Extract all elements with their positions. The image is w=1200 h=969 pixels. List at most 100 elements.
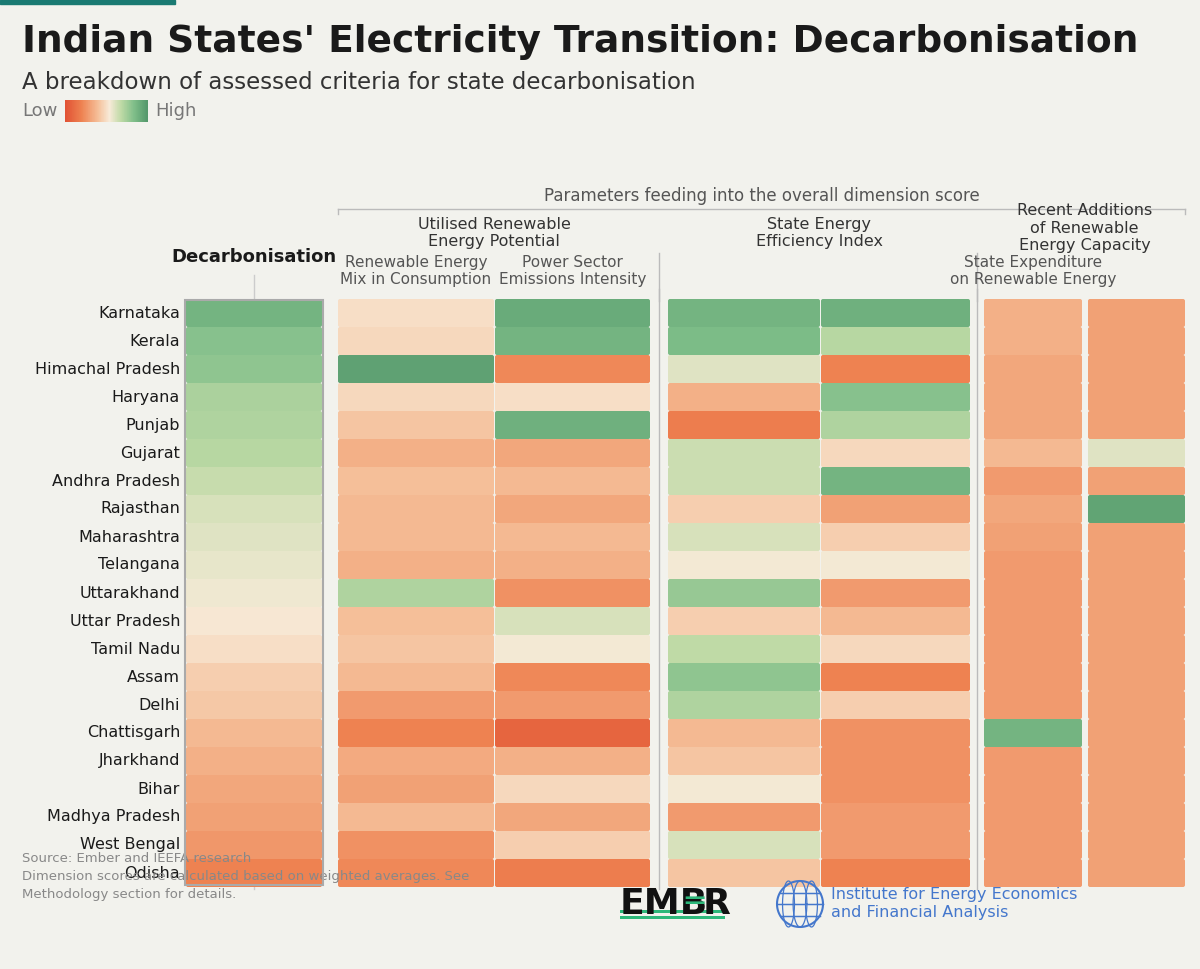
FancyBboxPatch shape [186, 439, 322, 467]
FancyBboxPatch shape [821, 495, 970, 523]
FancyBboxPatch shape [496, 831, 650, 859]
FancyBboxPatch shape [668, 523, 820, 551]
FancyBboxPatch shape [984, 607, 1082, 635]
FancyBboxPatch shape [821, 327, 970, 355]
Text: R: R [703, 887, 731, 921]
FancyBboxPatch shape [984, 439, 1082, 467]
Bar [620, 916, 725, 919]
FancyBboxPatch shape [1088, 327, 1186, 355]
FancyBboxPatch shape [1088, 579, 1186, 607]
FancyBboxPatch shape [186, 859, 322, 887]
FancyBboxPatch shape [186, 299, 322, 327]
FancyBboxPatch shape [1088, 859, 1186, 887]
FancyBboxPatch shape [821, 831, 970, 859]
Text: Jharkhand: Jharkhand [98, 754, 180, 768]
FancyBboxPatch shape [338, 663, 494, 691]
FancyBboxPatch shape [821, 803, 970, 831]
FancyBboxPatch shape [984, 355, 1082, 383]
FancyBboxPatch shape [1088, 663, 1186, 691]
Text: Karnataka: Karnataka [98, 305, 180, 321]
FancyBboxPatch shape [668, 299, 820, 327]
FancyBboxPatch shape [186, 775, 322, 803]
FancyBboxPatch shape [1088, 411, 1186, 439]
FancyBboxPatch shape [186, 467, 322, 495]
FancyBboxPatch shape [668, 859, 820, 887]
Text: EMB: EMB [620, 887, 708, 921]
FancyBboxPatch shape [984, 551, 1082, 579]
FancyBboxPatch shape [338, 411, 494, 439]
FancyBboxPatch shape [984, 747, 1082, 775]
FancyBboxPatch shape [668, 467, 820, 495]
FancyBboxPatch shape [668, 719, 820, 747]
FancyBboxPatch shape [821, 383, 970, 411]
Text: High: High [155, 102, 197, 120]
FancyBboxPatch shape [1088, 775, 1186, 803]
FancyBboxPatch shape [821, 719, 970, 747]
Bar [0, 0, 175, 4]
FancyBboxPatch shape [186, 803, 322, 831]
FancyBboxPatch shape [984, 663, 1082, 691]
Text: Low: Low [22, 102, 58, 120]
Text: State Expenditure
on Renewable Energy: State Expenditure on Renewable Energy [950, 255, 1116, 287]
Text: Kerala: Kerala [130, 333, 180, 349]
FancyBboxPatch shape [338, 523, 494, 551]
FancyBboxPatch shape [821, 551, 970, 579]
FancyBboxPatch shape [1088, 747, 1186, 775]
FancyBboxPatch shape [186, 747, 322, 775]
Text: Bihar: Bihar [138, 782, 180, 797]
FancyBboxPatch shape [984, 803, 1082, 831]
FancyBboxPatch shape [496, 747, 650, 775]
FancyBboxPatch shape [496, 523, 650, 551]
Text: Gujarat: Gujarat [120, 446, 180, 460]
FancyBboxPatch shape [186, 663, 322, 691]
FancyBboxPatch shape [338, 383, 494, 411]
FancyBboxPatch shape [186, 355, 322, 383]
FancyBboxPatch shape [338, 635, 494, 663]
FancyBboxPatch shape [821, 439, 970, 467]
Text: Utilised Renewable
Energy Potential: Utilised Renewable Energy Potential [418, 217, 570, 249]
FancyBboxPatch shape [186, 327, 322, 355]
FancyBboxPatch shape [984, 523, 1082, 551]
FancyBboxPatch shape [821, 355, 970, 383]
FancyBboxPatch shape [496, 495, 650, 523]
FancyBboxPatch shape [1088, 523, 1186, 551]
FancyBboxPatch shape [186, 635, 322, 663]
FancyBboxPatch shape [984, 831, 1082, 859]
FancyBboxPatch shape [496, 467, 650, 495]
FancyBboxPatch shape [821, 859, 970, 887]
FancyBboxPatch shape [496, 551, 650, 579]
FancyBboxPatch shape [338, 551, 494, 579]
FancyBboxPatch shape [821, 635, 970, 663]
Text: Himachal Pradesh: Himachal Pradesh [35, 361, 180, 377]
FancyBboxPatch shape [496, 663, 650, 691]
Text: Delhi: Delhi [138, 698, 180, 712]
FancyBboxPatch shape [496, 383, 650, 411]
FancyBboxPatch shape [668, 579, 820, 607]
FancyBboxPatch shape [496, 579, 650, 607]
FancyBboxPatch shape [496, 355, 650, 383]
FancyBboxPatch shape [821, 299, 970, 327]
FancyBboxPatch shape [1088, 831, 1186, 859]
FancyBboxPatch shape [496, 299, 650, 327]
FancyBboxPatch shape [338, 467, 494, 495]
FancyBboxPatch shape [668, 383, 820, 411]
FancyBboxPatch shape [1088, 803, 1186, 831]
FancyBboxPatch shape [186, 719, 322, 747]
FancyBboxPatch shape [821, 691, 970, 719]
FancyBboxPatch shape [984, 691, 1082, 719]
FancyBboxPatch shape [496, 635, 650, 663]
FancyBboxPatch shape [338, 579, 494, 607]
FancyBboxPatch shape [1088, 383, 1186, 411]
FancyBboxPatch shape [984, 383, 1082, 411]
FancyBboxPatch shape [821, 663, 970, 691]
Text: Tamil Nadu: Tamil Nadu [91, 641, 180, 657]
Text: Decarbonisation: Decarbonisation [172, 248, 336, 266]
FancyBboxPatch shape [338, 355, 494, 383]
Text: Uttarakhand: Uttarakhand [79, 585, 180, 601]
FancyBboxPatch shape [1088, 299, 1186, 327]
FancyBboxPatch shape [186, 579, 322, 607]
FancyBboxPatch shape [1088, 607, 1186, 635]
FancyBboxPatch shape [186, 691, 322, 719]
Text: Renewable Energy
Mix in Consumption: Renewable Energy Mix in Consumption [341, 255, 492, 287]
Bar [185, 300, 323, 885]
